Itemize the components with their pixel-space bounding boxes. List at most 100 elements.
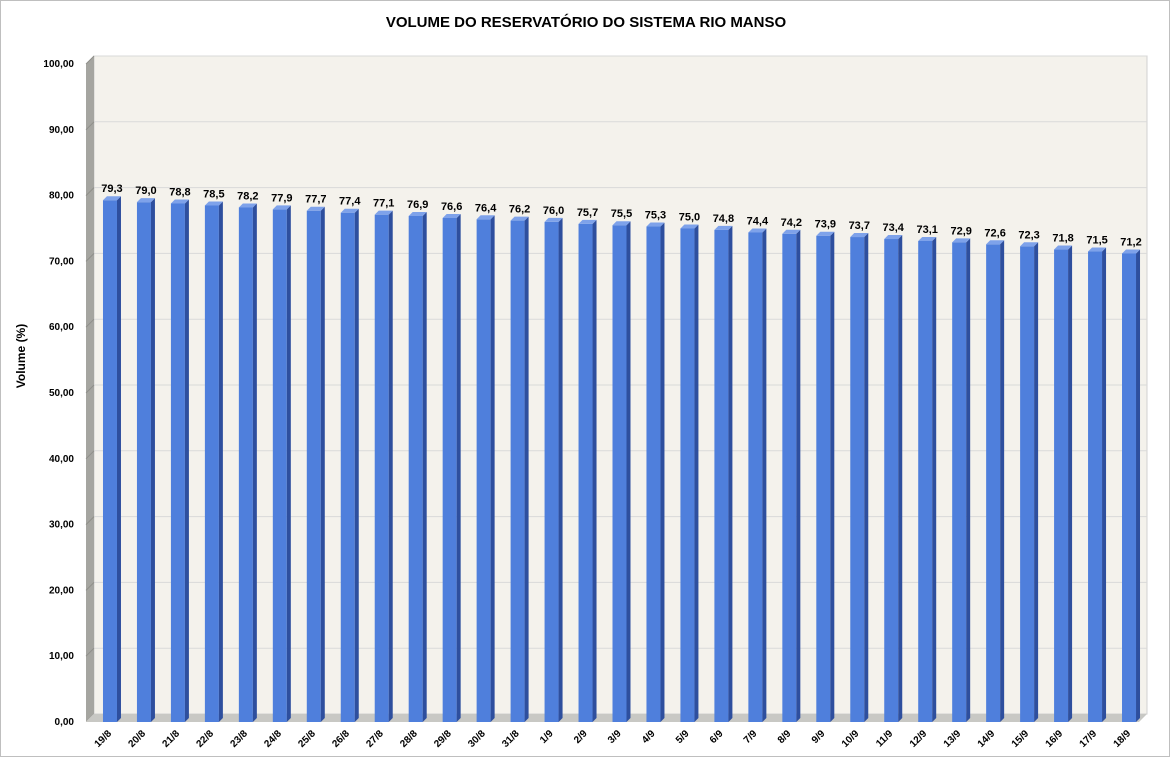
y-tick-label: 100,00: [43, 59, 74, 70]
bar: [374, 210, 393, 722]
bar-side: [626, 221, 631, 722]
data-label: 71,2: [1120, 237, 1141, 249]
bar: [782, 229, 801, 722]
bar-front: [952, 242, 967, 722]
y-tick-label: 50,00: [49, 388, 74, 399]
x-tick-label: 28/8: [398, 728, 420, 750]
bar: [238, 203, 257, 723]
bar: [204, 201, 223, 723]
gridline-side: [85, 318, 95, 328]
x-tick-label: 9/9: [810, 728, 828, 746]
bar-side: [116, 196, 121, 722]
bar-side: [524, 216, 529, 722]
bar: [1020, 242, 1039, 723]
bar-side: [184, 199, 189, 723]
x-tick-label: 12/9: [908, 728, 930, 750]
x-tick-label: 15/9: [1010, 728, 1032, 750]
x-tick-label: 17/9: [1078, 728, 1100, 750]
data-label: 75,5: [611, 208, 632, 220]
bar-top: [748, 228, 767, 233]
y-tick-label: 80,00: [49, 191, 74, 202]
bar-front: [578, 223, 593, 723]
bar: [612, 221, 631, 722]
bar: [748, 228, 767, 722]
data-label: 73,7: [849, 220, 870, 232]
bar-side: [898, 235, 903, 722]
data-label: 75,7: [577, 207, 598, 219]
bars: [102, 196, 1141, 723]
gridline-side: [85, 384, 95, 394]
x-tick-label: 20/8: [127, 728, 149, 750]
bar-top: [782, 229, 801, 234]
bar-top: [952, 238, 971, 243]
data-label: 71,8: [1052, 233, 1073, 245]
bar-side: [422, 211, 427, 723]
bar-front: [612, 225, 627, 722]
bar-front: [680, 228, 695, 722]
data-label: 76,2: [509, 204, 530, 216]
bar-front: [1122, 253, 1137, 722]
bar-top: [340, 208, 359, 213]
bar-side: [762, 228, 767, 722]
bar-side: [966, 238, 971, 722]
gridline-side: [85, 253, 95, 262]
data-label: 72,6: [984, 227, 1005, 239]
bar-top: [374, 210, 393, 215]
bar: [884, 235, 903, 722]
bar-side: [320, 206, 325, 722]
bar-side: [218, 201, 223, 723]
bar-top: [544, 217, 563, 222]
data-label: 77,7: [305, 194, 326, 206]
x-tick-label: 1/9: [538, 728, 556, 746]
bar-top: [816, 231, 835, 236]
x-tick-label: 16/9: [1044, 728, 1066, 750]
bar-front: [442, 217, 457, 723]
bar-side: [558, 217, 563, 723]
bar-front: [1054, 249, 1069, 722]
bar-top: [1088, 247, 1107, 252]
data-label: 78,2: [237, 190, 258, 202]
bar-top: [238, 203, 257, 208]
x-tick-label: 23/8: [228, 728, 250, 750]
data-label: 73,9: [815, 219, 836, 231]
y-tick-label: 70,00: [49, 256, 74, 267]
data-label: 75,3: [645, 210, 666, 222]
bar-front: [748, 232, 763, 722]
bar-side: [1068, 245, 1073, 722]
bar-front: [136, 202, 151, 722]
bar-top: [986, 240, 1005, 245]
bar-front: [204, 205, 219, 723]
x-tick-label: 29/8: [432, 728, 454, 750]
bar: [816, 231, 835, 722]
y-tick-label: 10,00: [49, 651, 74, 662]
bar-top: [476, 215, 495, 220]
bar-front: [544, 221, 559, 723]
x-tick-label: 10/9: [840, 728, 862, 750]
bar-front: [306, 210, 321, 722]
x-tick-label: 30/8: [466, 728, 488, 750]
bar: [646, 222, 665, 722]
bar: [136, 198, 155, 722]
bar-side: [1034, 242, 1039, 723]
bar: [850, 233, 869, 722]
bar-top: [510, 216, 529, 221]
bar: [510, 216, 529, 722]
bar-front: [646, 226, 661, 722]
bar-side: [932, 237, 937, 722]
bar-side: [1102, 247, 1107, 722]
gridline-side: [85, 647, 95, 657]
data-label: 79,3: [101, 183, 122, 195]
x-tick-label: 27/8: [364, 728, 386, 750]
bar: [306, 206, 325, 722]
bar-top: [102, 196, 121, 201]
gridline-side: [85, 187, 95, 196]
y-tick-labels: 0,00 10,00 20,00 30,00 40,00 50,00 60,00 70,00 8…: [43, 59, 74, 728]
bar-front: [408, 215, 423, 723]
bar: [1122, 249, 1141, 722]
x-tick-label: 7/9: [742, 728, 760, 746]
bar-top: [1054, 245, 1073, 250]
y-tick-label: 90,00: [49, 125, 74, 136]
data-label: 71,5: [1086, 235, 1107, 247]
bar-side: [728, 225, 733, 723]
